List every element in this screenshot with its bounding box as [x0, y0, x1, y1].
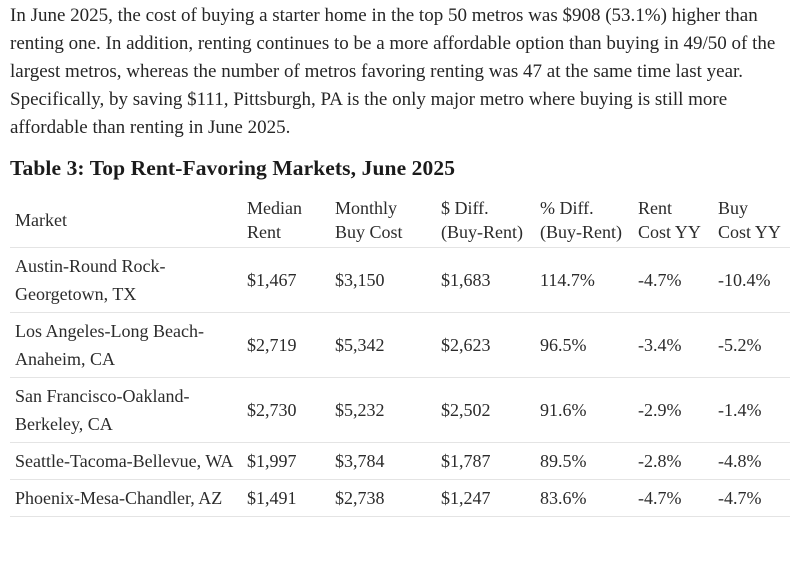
cell-market: Los Angeles-Long Beach-Anaheim, CA	[10, 312, 242, 378]
table-title: Table 3: Top Rent-Favoring Markets, June…	[10, 156, 456, 180]
cell-percent-diff: 83.6%	[535, 479, 633, 517]
cell-rent-cost-yy: -4.7%	[633, 479, 713, 517]
cell-dollar-diff: $1,247	[436, 479, 535, 517]
cell-rent-cost-yy: -2.8%	[633, 442, 713, 480]
cell-rent-cost-yy: -3.4%	[633, 312, 713, 378]
table-row: Austin-Round Rock-Georgetown, TX $1,467 …	[10, 247, 790, 313]
cell-buy-cost-yy: -4.7%	[713, 479, 790, 517]
column-header-dollar-diff: $ Diff. (Buy-Rent)	[436, 194, 535, 248]
cell-percent-diff: 91.6%	[535, 377, 633, 443]
cell-market: San Francisco-Oakland-Berkeley, CA	[10, 377, 242, 443]
cell-market: Seattle-Tacoma-Bellevue, WA	[10, 442, 242, 480]
cell-monthly-buy: $5,342	[330, 312, 436, 378]
cell-median-rent: $1,997	[242, 442, 330, 480]
cell-median-rent: $2,719	[242, 312, 330, 378]
column-header-monthly-buy: Monthly Buy Cost	[330, 194, 436, 248]
cell-rent-cost-yy: -2.9%	[633, 377, 713, 443]
cell-dollar-diff: $2,502	[436, 377, 535, 443]
article-page: In June 2025, the cost of buying a start…	[10, 5, 790, 517]
cell-buy-cost-yy: -5.2%	[713, 312, 790, 378]
cell-market: Phoenix-Mesa-Chandler, AZ	[10, 479, 242, 517]
cell-buy-cost-yy: -1.4%	[713, 377, 790, 443]
cell-percent-diff: 114.7%	[535, 247, 633, 313]
intro-paragraph: In June 2025, the cost of buying a start…	[10, 5, 776, 138]
column-header-percent-diff: % Diff. (Buy-Rent)	[535, 194, 633, 248]
column-header-market: Market	[10, 194, 242, 248]
table-row: Phoenix-Mesa-Chandler, AZ $1,491 $2,738 …	[10, 479, 790, 517]
cell-rent-cost-yy: -4.7%	[633, 247, 713, 313]
rent-favoring-markets-table: Market Median Rent Monthly Buy Cost $ Di…	[10, 194, 790, 517]
column-header-median-rent: Median Rent	[242, 194, 330, 248]
cell-market: Austin-Round Rock-Georgetown, TX	[10, 247, 242, 313]
column-header-buy-cost-yy: Buy Cost YY	[713, 194, 790, 248]
cell-percent-diff: 96.5%	[535, 312, 633, 378]
cell-monthly-buy: $3,784	[330, 442, 436, 480]
cell-dollar-diff: $1,683	[436, 247, 535, 313]
table-row: Los Angeles-Long Beach-Anaheim, CA $2,71…	[10, 312, 790, 378]
table-row: Seattle-Tacoma-Bellevue, WA $1,997 $3,78…	[10, 442, 790, 480]
cell-median-rent: $1,467	[242, 247, 330, 313]
cell-monthly-buy: $5,232	[330, 377, 436, 443]
cell-dollar-diff: $1,787	[436, 442, 535, 480]
cell-monthly-buy: $3,150	[330, 247, 436, 313]
table-row: San Francisco-Oakland-Berkeley, CA $2,73…	[10, 377, 790, 443]
cell-buy-cost-yy: -4.8%	[713, 442, 790, 480]
column-header-rent-cost-yy: Rent Cost YY	[633, 194, 713, 248]
cell-monthly-buy: $2,738	[330, 479, 436, 517]
cell-dollar-diff: $2,623	[436, 312, 535, 378]
cell-percent-diff: 89.5%	[535, 442, 633, 480]
cell-buy-cost-yy: -10.4%	[713, 247, 790, 313]
cell-median-rent: $2,730	[242, 377, 330, 443]
header-row: Market Median Rent Monthly Buy Cost $ Di…	[10, 194, 790, 248]
cell-median-rent: $1,491	[242, 479, 330, 517]
